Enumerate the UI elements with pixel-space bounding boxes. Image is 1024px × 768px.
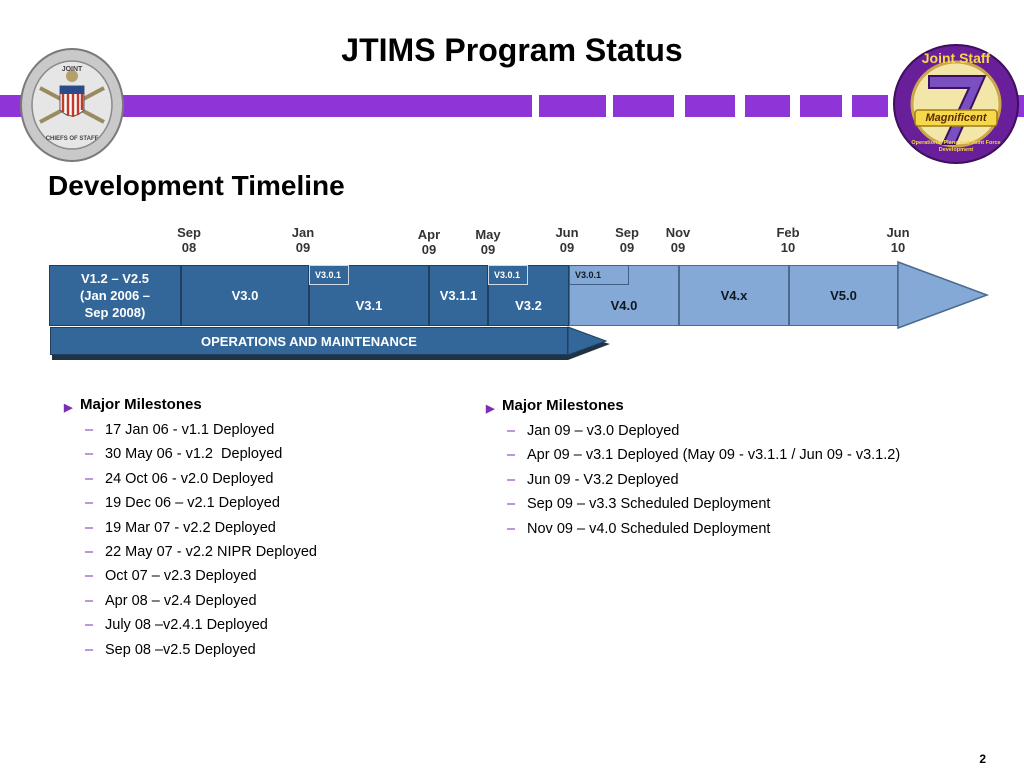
timeline-date: May 09 xyxy=(475,227,501,257)
list-item: – Apr 09 – v3.1 Deployed (May 09 - v3.1.1… xyxy=(507,447,901,464)
j7-bottom-text: Operational Plans and Joint Force Develo… xyxy=(911,140,1001,153)
triangle-bullet-icon: ▶ xyxy=(64,402,73,414)
timeline-date: Apr 09 xyxy=(417,227,441,257)
timeline-segment-v4-x: V4.x xyxy=(679,265,789,326)
timeline-date: Sep 08 xyxy=(177,225,201,255)
list-item: – Sep 09 – v3.3 Scheduled Deployment xyxy=(507,496,771,513)
timeline-segment-v5-0: V5.0 xyxy=(789,265,898,326)
seal-bottom-text: CHIEFS OF STAFF xyxy=(45,136,99,142)
dash-bullet-icon: – xyxy=(85,422,94,438)
header-band xyxy=(0,95,532,117)
milestones-right: ▶ Major Milestones – Jan 09 – v3.0 Deploye… xyxy=(478,397,998,543)
dash-bullet-icon: – xyxy=(85,543,94,560)
dash-bullet-icon: – xyxy=(85,568,94,585)
timeline-date: Nov 09 xyxy=(665,225,691,255)
triangle-bullet-icon: ▶ xyxy=(486,403,495,415)
dash-bullet-icon: – xyxy=(507,471,516,488)
joint-chiefs-seal-logo xyxy=(20,48,124,162)
list-item: – Jan 09 – v3.0 Deployed xyxy=(507,423,680,439)
dash-bullet-icon: – xyxy=(507,520,516,537)
patch-tag-v3-0-1: V3.0.1 xyxy=(309,265,349,285)
timeline-segment-v1-2-v2-5: V1.2 – V2.5 (Jan 2006 – Sep 2008) xyxy=(49,265,181,326)
list-item: –19 Mar 07 - v2.2 Deployed xyxy=(85,519,276,536)
j7-banner-text: Magnificent xyxy=(925,112,987,124)
list-item: –19 Dec 06 – v2.1 Deployed xyxy=(85,495,280,512)
dash-bullet-icon: – xyxy=(85,446,94,463)
list-item: – Nov 09 – v4.0 Scheduled Deployment xyxy=(507,520,771,537)
patch-tag-v3-0-1: V3.0.1 xyxy=(569,265,629,285)
timeline-date: Sep 09 xyxy=(615,225,639,255)
dash-bullet-icon: – xyxy=(507,447,516,464)
header-band-block xyxy=(745,95,790,117)
header-band-block xyxy=(539,95,606,117)
header-band-block xyxy=(685,95,735,117)
milestones-heading: ▶ Major Milestones xyxy=(478,397,998,421)
dash-bullet-icon: – xyxy=(85,592,94,609)
dash-bullet-icon: – xyxy=(85,519,94,536)
operations-maintenance-bar: OPERATIONS AND MAINTENANCE xyxy=(50,327,568,355)
slide-title: JTIMS Program Status xyxy=(341,32,683,68)
list-item: –30 May 06 - v1.2 Deployed xyxy=(85,446,283,463)
dash-bullet-icon: – xyxy=(85,617,94,634)
header-band-block xyxy=(800,95,842,117)
j7-top-text: Joint Staff xyxy=(921,50,991,66)
list-item: – July 08 –v2.4.1 Deployed xyxy=(85,617,268,634)
page-number: 2 xyxy=(979,752,986,766)
timeline-segment-v3-1-1: V3.1.1 xyxy=(429,265,488,326)
list-item: –22 May 07 - v2.2 NIPR Deployed xyxy=(85,543,317,560)
joint-staff-j7-logo xyxy=(893,44,1019,164)
timeline-date: Jun 10 xyxy=(886,225,910,255)
timeline-segment-v3-0: V3.0 xyxy=(181,265,309,326)
list-item: –17 Jan 06 - v1.1 Deployed xyxy=(85,422,275,438)
dash-bullet-icon: – xyxy=(85,641,94,658)
timeline-arrowhead xyxy=(897,260,990,330)
list-item: – Apr 08 – v2.4 Deployed xyxy=(85,592,257,609)
seal-top-text: JOINT xyxy=(61,66,83,73)
patch-tag-v3-0-1: V3.0.1 xyxy=(488,265,528,285)
timeline-date: Jun 09 xyxy=(555,225,579,255)
dash-bullet-icon: – xyxy=(85,495,94,512)
dash-bullet-icon: – xyxy=(507,496,516,513)
dash-bullet-icon: – xyxy=(85,470,94,487)
list-item: –24 Oct 06 - v2.0 Deployed xyxy=(85,470,274,487)
list-item: – Jun 09 - V3.2 Deployed xyxy=(507,471,679,488)
dash-bullet-icon: – xyxy=(507,423,516,439)
header-band-block xyxy=(852,95,888,117)
milestones-left: ▶ Major Milestones –17 Jan 06 - v1.1 Depl… xyxy=(56,396,456,664)
timeline-date: Feb 10 xyxy=(776,225,800,255)
list-item: – Oct 07 – v2.3 Deployed xyxy=(85,568,257,585)
section-heading: Development Timeline xyxy=(48,170,345,201)
timeline-date: Jan 09 xyxy=(291,225,315,255)
milestones-heading: ▶ Major Milestones xyxy=(56,396,456,420)
header-band-block xyxy=(613,95,674,117)
list-item: – Sep 08 –v2.5 Deployed xyxy=(85,641,256,658)
